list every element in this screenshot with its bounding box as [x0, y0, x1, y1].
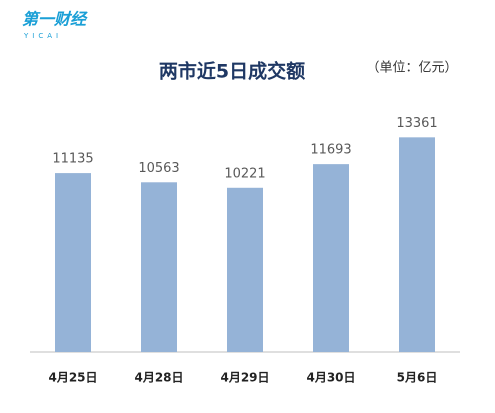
- bar: [399, 137, 435, 352]
- x-tick-label: 4月29日: [220, 371, 269, 385]
- x-tick-label: 5月6日: [397, 371, 438, 385]
- bar: [313, 164, 349, 352]
- value-label: 10221: [224, 166, 265, 181]
- value-label: 11693: [310, 143, 351, 158]
- unit-note: （单位：亿元）: [366, 61, 457, 76]
- x-tick-label: 4月30日: [306, 371, 355, 385]
- bar: [227, 187, 263, 352]
- x-tick-label: 4月25日: [48, 371, 97, 385]
- bar: [141, 182, 177, 352]
- value-label: 11135: [52, 152, 93, 167]
- value-label: 10563: [138, 161, 179, 176]
- bar: [55, 173, 91, 352]
- chart-title: 两市近5日成交额: [159, 60, 305, 83]
- value-label: 13361: [396, 116, 437, 131]
- logo-sub: YICAI: [23, 32, 62, 40]
- logo: 第一财经: [22, 10, 88, 29]
- x-tick-label: 4月28日: [134, 371, 183, 385]
